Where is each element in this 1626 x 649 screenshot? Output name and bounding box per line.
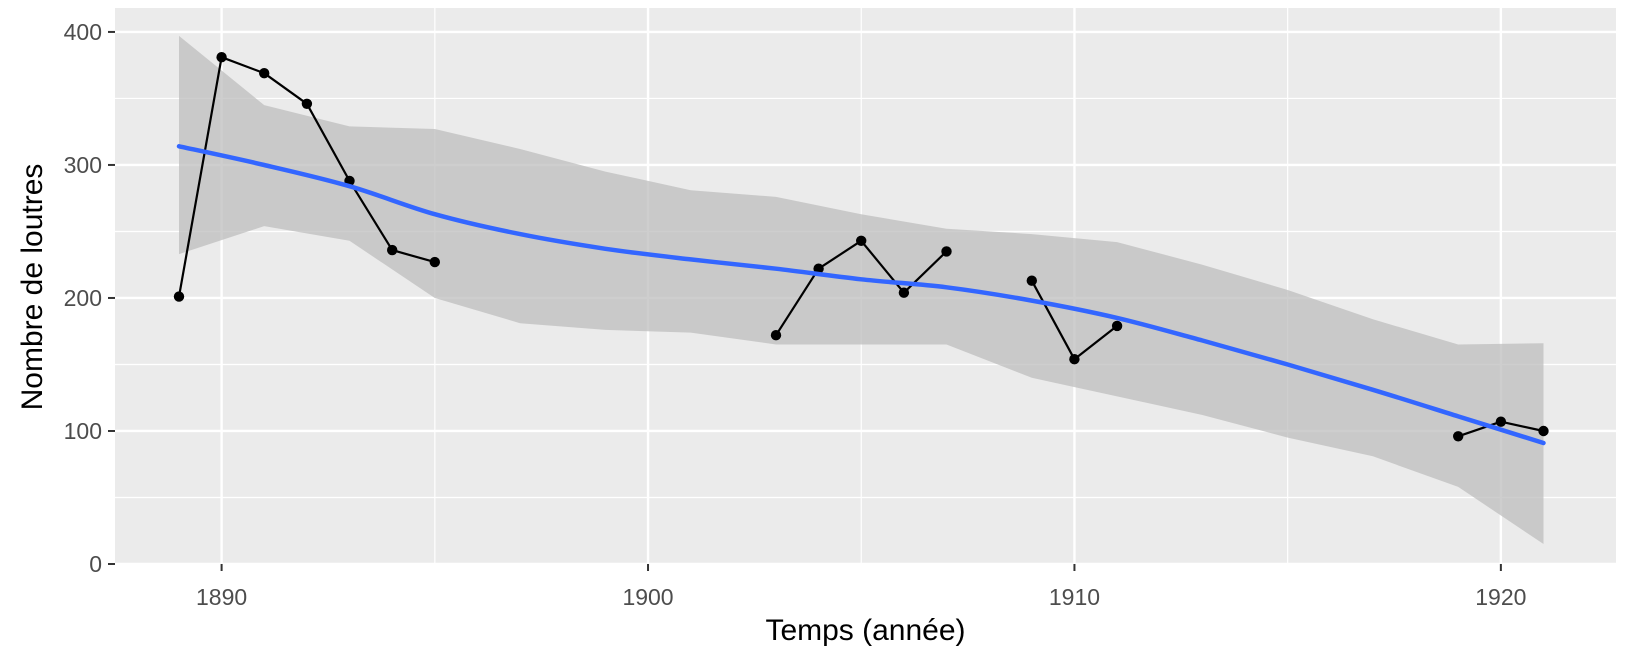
data-point	[387, 244, 398, 256]
data-point	[898, 287, 910, 298]
y-tick-label: 200	[64, 285, 102, 311]
data-point	[1495, 416, 1507, 427]
x-tick-labels: 1890 1900 1910 1920	[196, 584, 1526, 610]
y-tick-label: 0	[89, 551, 102, 577]
axis-ticks	[108, 30, 1502, 571]
smooth-line	[176, 144, 1546, 446]
y-axis-title: Nombre de loutres	[16, 164, 49, 411]
observed-series-layer	[173, 52, 1549, 442]
data-point	[770, 330, 782, 341]
data-point	[429, 256, 440, 268]
y-tick-label: 100	[64, 418, 102, 444]
x-tick-label: 1920	[1475, 584, 1526, 610]
data-point	[856, 235, 867, 246]
data-point	[1453, 431, 1464, 442]
y-tick-label: 300	[64, 152, 102, 178]
data-point	[1069, 354, 1080, 365]
confidence-band	[179, 35, 1544, 545]
x-tick-label: 1890	[196, 584, 247, 610]
data-point	[813, 263, 824, 274]
x-tick-label: 1910	[1049, 584, 1100, 610]
data-point	[941, 246, 952, 257]
data-point	[1111, 320, 1123, 332]
y-tick-labels: 0 100 200 300 400	[64, 19, 102, 577]
x-tick-label: 1900	[622, 584, 673, 610]
smooth-line-layer	[176, 144, 1546, 446]
data-point	[301, 98, 313, 110]
data-point	[1538, 425, 1549, 437]
data-point	[259, 68, 270, 79]
confidence-band-layer	[179, 35, 1544, 545]
y-tick-label: 400	[64, 19, 102, 45]
data-point	[173, 291, 185, 302]
data-point	[1026, 275, 1038, 286]
x-axis-title: Temps (année)	[765, 614, 965, 647]
data-point	[216, 52, 227, 63]
